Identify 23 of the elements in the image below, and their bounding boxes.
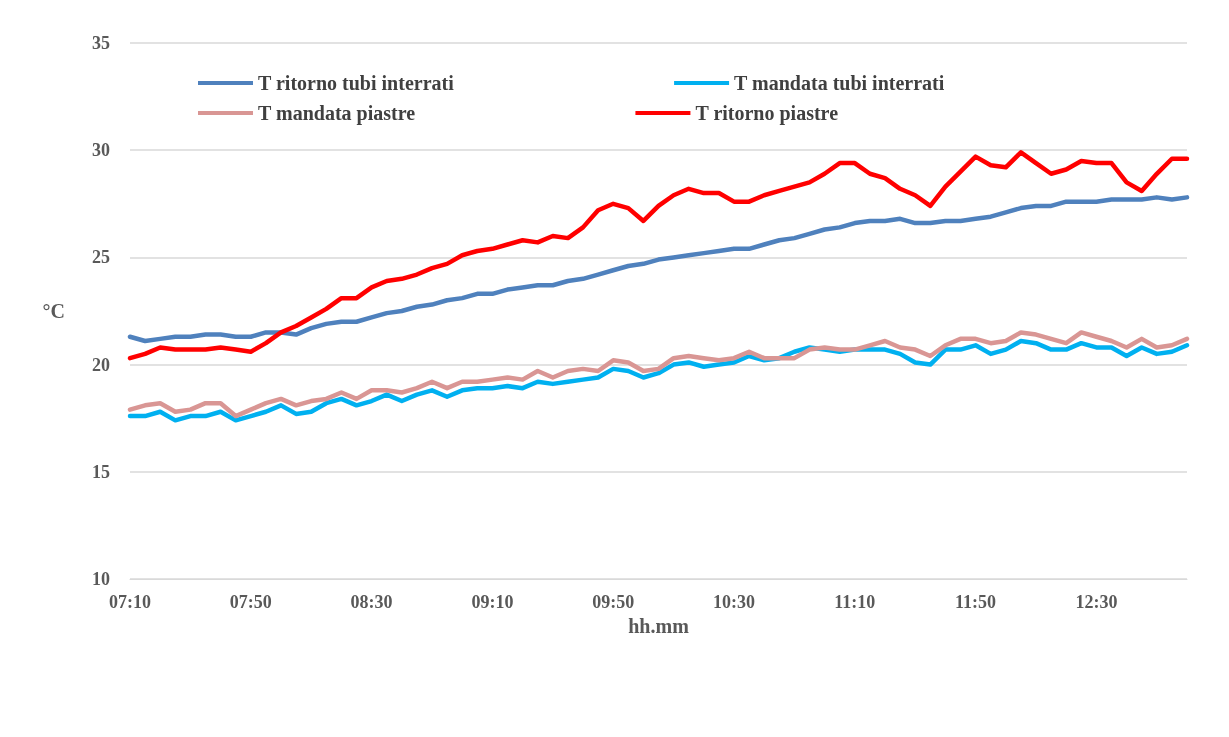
line-series [127, 195, 1190, 344]
x-axis-title: hh.mm [628, 614, 690, 637]
legend-label: T mandata piastre [258, 102, 416, 125]
x-tick-label: 09:50 [592, 592, 635, 612]
y-axis-title: °C [42, 300, 65, 322]
legend-label: T ritorno piastre [695, 102, 839, 125]
legend-label: T mandata tubi interrati [734, 72, 945, 94]
y-tick-label: 20 [92, 354, 110, 375]
y-tick-label: 30 [92, 140, 110, 161]
x-tick-label: 12:30 [1075, 592, 1118, 612]
y-tick-label: 25 [92, 247, 110, 268]
x-tick-label: 07:50 [229, 592, 272, 612]
y-tick-label: 10 [92, 569, 110, 589]
y-tick-label: 35 [92, 33, 110, 53]
legend-label: T ritorno tubi interrati [258, 72, 455, 94]
x-tick-label: 07:10 [109, 592, 151, 612]
x-tick-label: 11:50 [955, 592, 997, 612]
y-tick-label: 15 [92, 461, 110, 482]
x-tick-label: 10:30 [713, 592, 755, 612]
x-tick-label: 11:10 [834, 592, 876, 612]
x-tick-label: 09:10 [471, 592, 514, 612]
line-series [127, 150, 1190, 361]
x-tick-label: 08:30 [350, 592, 393, 612]
